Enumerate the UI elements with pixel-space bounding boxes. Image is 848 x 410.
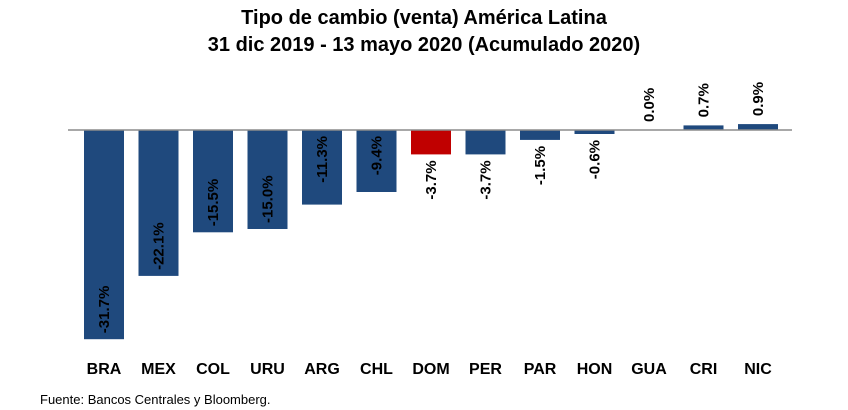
bar-nic (738, 124, 778, 130)
bar-hon (574, 130, 615, 134)
category-label-col: COL (196, 361, 230, 378)
data-label-chl: -9.4% (369, 136, 386, 175)
data-label-bra: -31.7% (96, 286, 113, 334)
bar-per (465, 130, 506, 155)
data-label-col: -15.5% (205, 179, 222, 227)
category-label-chl: CHL (360, 361, 393, 378)
category-label-hon: HON (577, 361, 613, 378)
category-labels-layer: BRA MEX COL URU ARG CHL DOM PER PAR HON GUA CRI NIC (87, 361, 773, 378)
chart-subtitle: 31 dic 2019 - 13 mayo 2020 (Acumulado 20… (208, 34, 640, 56)
category-label-nic: NIC (744, 361, 772, 378)
category-label-per: PER (469, 361, 502, 378)
category-label-mex: MEX (141, 361, 176, 378)
category-label-arg: ARG (304, 361, 340, 378)
source-note: Fuente: Bancos Centrales y Bloomberg. (40, 392, 271, 407)
bar-labels-layer: -31.7% -22.1% -15.5% -15.0% -11.3% -9.4% -3.7%… (96, 82, 767, 333)
data-label-arg: -11.3% (314, 136, 331, 183)
bar-dom (411, 130, 451, 155)
data-label-par: -1.5% (532, 146, 549, 185)
category-label-cri: CRI (690, 361, 718, 378)
data-label-dom: -3.7% (423, 160, 440, 199)
data-label-gua: 0.0% (641, 88, 658, 122)
bar-mex (138, 130, 179, 276)
bar-arg (302, 130, 342, 205)
data-label-nic: 0.9% (750, 82, 767, 116)
bar-col (193, 130, 233, 233)
bar-chl (356, 130, 397, 192)
category-label-gua: GUA (631, 361, 667, 378)
data-label-mex: -22.1% (151, 222, 168, 270)
bars-layer (84, 124, 778, 340)
data-label-hon: -0.6% (587, 140, 604, 179)
chart-title: Tipo de cambio (venta) América Latina (241, 7, 608, 29)
bar-uru (247, 130, 288, 229)
bar-cri (683, 125, 724, 130)
category-label-par: PAR (524, 361, 557, 378)
bar-bra (84, 130, 124, 340)
category-label-dom: DOM (412, 361, 449, 378)
category-label-uru: URU (250, 361, 285, 378)
data-label-per: -3.7% (478, 160, 495, 199)
data-label-cri: 0.7% (696, 83, 713, 117)
category-label-bra: BRA (87, 361, 122, 378)
data-label-uru: -15.0% (260, 175, 277, 223)
bar-par (520, 130, 560, 140)
